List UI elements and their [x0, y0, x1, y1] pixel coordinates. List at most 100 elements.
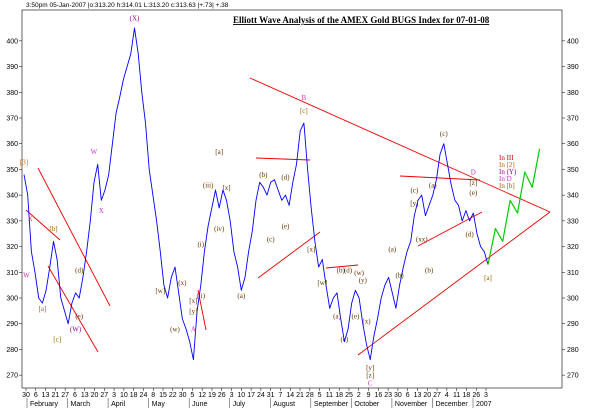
y-tick-label-right: 360 [567, 141, 579, 148]
wave-label: [a] [484, 274, 492, 282]
x-month-label: April [111, 401, 125, 408]
wave-label: [z] [366, 372, 374, 380]
x-month-label: October [354, 401, 380, 408]
x-day-tick-label: 18 [335, 392, 343, 399]
x-day-tick-label: 31 [267, 392, 275, 399]
wave-label: (d) [344, 266, 353, 274]
projection-label: In (Y) [499, 168, 517, 176]
wave-label: (i) [197, 241, 204, 249]
y-tick-label-right: 340 [567, 193, 579, 200]
x-month-label: June [192, 401, 207, 408]
y-tick-label-right: 350 [567, 167, 579, 174]
y-tick-label-left: 390 [6, 64, 18, 71]
x-month-label: March [71, 401, 91, 408]
projection-label: In [2] [499, 161, 515, 169]
wave-label: (e) [75, 313, 83, 321]
wave-label: (x) [362, 318, 371, 326]
wave-label: (e) [469, 189, 477, 197]
projection-series-line [487, 148, 541, 265]
wave-label: (xx) [416, 235, 428, 243]
y-tick-label-left: 280 [6, 347, 18, 354]
wave-label: (a) [333, 313, 341, 321]
wave-label: (e) [352, 313, 360, 321]
wave-label: (a) [388, 246, 396, 254]
y-tick-label-right: 310 [567, 270, 579, 277]
wave-label: [x] [189, 297, 197, 305]
wave-label: (e) [282, 223, 290, 231]
wave-label: (iii) [203, 181, 214, 189]
x-day-tick-label: 18 [130, 392, 138, 399]
wave-label: (c) [267, 235, 275, 243]
x-month-label: 2007 [476, 401, 492, 408]
wave-label: (b) [425, 266, 434, 274]
trendline [357, 211, 551, 356]
x-day-tick-label: 18 [463, 392, 471, 399]
x-day-tick-label: 3 [230, 392, 234, 399]
y-tick-label-right: 290 [567, 321, 579, 328]
y-tick-label-right: 390 [567, 64, 579, 71]
wave-label: (c) [340, 336, 348, 344]
x-month-label: July [233, 401, 246, 408]
x-day-tick-label: 30 [394, 392, 402, 399]
wave-label: (iv) [214, 225, 225, 233]
wave-label: B [302, 94, 307, 102]
wave-label: C [368, 379, 373, 387]
x-day-tick-label: 30 [179, 392, 187, 399]
wave-label: [y] [410, 199, 418, 207]
x-day-tick-label: 20 [423, 392, 431, 399]
x-day-tick-label: 11 [326, 392, 333, 399]
x-day-tick-label: 13 [42, 392, 50, 399]
wave-label: [w] [155, 287, 165, 295]
x-day-tick-label: 9 [367, 392, 371, 399]
wave-label: (ii) [196, 292, 205, 300]
x-month-label: November [395, 401, 428, 408]
wave-label: [a] [39, 305, 47, 313]
x-day-tick-label: 3 [112, 392, 116, 399]
x-day-tick-label: 5 [318, 392, 322, 399]
trendline [325, 264, 359, 269]
x-day-tick-label: 26 [472, 392, 480, 399]
wave-label: (d) [281, 174, 290, 182]
x-day-tick-label: 25 [345, 392, 353, 399]
x-day-tick-label: 6 [34, 392, 38, 399]
wave-label: W [23, 271, 30, 279]
x-day-tick-label: 10 [237, 392, 245, 399]
x-day-tick-label: 13 [81, 392, 89, 399]
y-tick-label-right: 280 [567, 347, 579, 354]
wave-label: (b) [396, 271, 405, 279]
y-tick-label-right: 270 [567, 373, 579, 380]
y-tick-label-left: 350 [6, 167, 18, 174]
wave-label: W [91, 148, 98, 156]
wave-label: [c] [300, 107, 308, 115]
y-tick-label-left: 320 [6, 244, 18, 251]
wave-label: (b) [259, 171, 268, 179]
y-tick-label-right: 400 [567, 38, 579, 45]
wave-label: (b) [337, 266, 346, 274]
y-axis-right: 270 280 290 300 310 320 330 340 350 360 370 380 390 4… [562, 38, 579, 380]
wave-label: (d) [75, 266, 84, 274]
x-day-tick-label: 10 [120, 392, 128, 399]
header-info: 3:50pm 05-Jan-2007 |o:313.20 h:314.01 L:… [26, 2, 229, 9]
wave-label: [x] [222, 184, 230, 192]
projection-label: In [b] [499, 182, 515, 190]
wave-label: [z] [469, 179, 477, 187]
wave-label: (W) [70, 325, 82, 333]
x-day-tick-label: 17 [247, 392, 255, 399]
x-day-tick-label: 3 [484, 392, 488, 399]
x-day-tick-label: 8 [151, 392, 155, 399]
x-day-tick-label: 2 [357, 392, 361, 399]
x-day-tick-label: 21 [296, 392, 304, 399]
wave-labels: [3] X W [a] [b] [c] (d) (e) (W) W X (X) [w] (x) (w) [x]… [20, 14, 492, 387]
wave-label: (c) [440, 130, 448, 138]
wave-label: [y] [366, 364, 374, 372]
wave-label: [x] [307, 246, 315, 254]
x-month-label: September [314, 401, 349, 408]
y-tick-label-left: 340 [6, 193, 18, 200]
wave-label: (a) [237, 292, 245, 300]
wave-label: [y] [189, 307, 197, 315]
y-tick-label-right: 380 [567, 90, 579, 97]
wave-label: [a] [215, 148, 223, 156]
trendline [255, 157, 311, 161]
wave-label: (y) [359, 277, 368, 285]
